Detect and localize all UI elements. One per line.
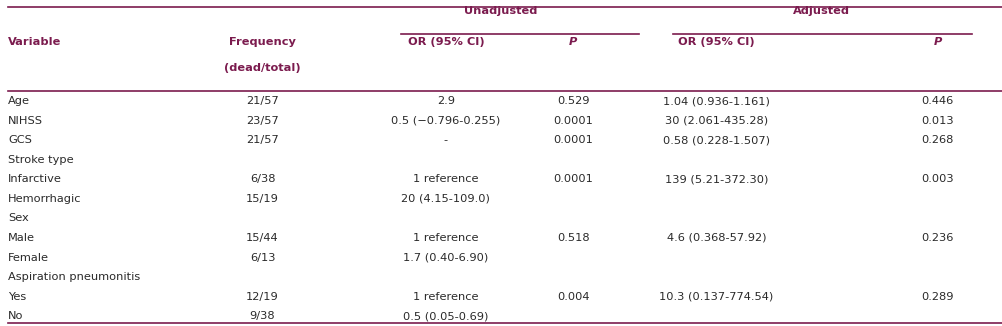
Text: 20 (4.15-109.0): 20 (4.15-109.0) <box>402 194 490 204</box>
Text: GCS: GCS <box>8 135 32 145</box>
Text: 1.7 (0.40-6.90): 1.7 (0.40-6.90) <box>403 253 489 262</box>
Text: 0.529: 0.529 <box>557 96 589 106</box>
Text: 0.518: 0.518 <box>557 233 589 243</box>
Text: Stroke type: Stroke type <box>8 155 73 165</box>
Text: 1 reference: 1 reference <box>413 233 479 243</box>
Text: Variable: Variable <box>8 37 61 47</box>
Text: 30 (2.061-435.28): 30 (2.061-435.28) <box>665 116 768 126</box>
Text: 21/57: 21/57 <box>246 96 279 106</box>
Text: 21/57: 21/57 <box>246 135 279 145</box>
Text: Hemorrhagic: Hemorrhagic <box>8 194 81 204</box>
Text: 1 reference: 1 reference <box>413 174 479 184</box>
Text: 139 (5.21-372.30): 139 (5.21-372.30) <box>664 174 769 184</box>
Text: Infarctive: Infarctive <box>8 174 62 184</box>
Text: 1.04 (0.936-1.161): 1.04 (0.936-1.161) <box>663 96 770 106</box>
Text: (dead/total): (dead/total) <box>224 64 301 73</box>
Text: 0.289: 0.289 <box>922 292 954 302</box>
Text: P: P <box>934 37 942 47</box>
Text: OR (95% CI): OR (95% CI) <box>408 37 484 47</box>
Text: 0.236: 0.236 <box>922 233 954 243</box>
Text: No: No <box>8 311 23 321</box>
Text: Unadjusted: Unadjusted <box>464 7 538 16</box>
Text: 0.0001: 0.0001 <box>553 135 593 145</box>
Text: 2.9: 2.9 <box>437 96 455 106</box>
Text: 0.5 (0.05-0.69): 0.5 (0.05-0.69) <box>403 311 489 321</box>
Text: 6/38: 6/38 <box>249 174 276 184</box>
Text: 0.446: 0.446 <box>922 96 954 106</box>
Text: 15/19: 15/19 <box>246 194 279 204</box>
Text: P: P <box>569 37 577 47</box>
Text: Frequency: Frequency <box>229 37 296 47</box>
Text: 0.013: 0.013 <box>922 116 954 126</box>
Text: Adjusted: Adjusted <box>794 7 850 16</box>
Text: 9/38: 9/38 <box>249 311 276 321</box>
Text: 15/44: 15/44 <box>246 233 279 243</box>
Text: Male: Male <box>8 233 35 243</box>
Text: 10.3 (0.137-774.54): 10.3 (0.137-774.54) <box>659 292 774 302</box>
Text: OR (95% CI): OR (95% CI) <box>678 37 755 47</box>
Text: Yes: Yes <box>8 292 26 302</box>
Text: Sex: Sex <box>8 214 29 223</box>
Text: 0.5 (−0.796-0.255): 0.5 (−0.796-0.255) <box>391 116 501 126</box>
Text: 4.6 (0.368-57.92): 4.6 (0.368-57.92) <box>666 233 767 243</box>
Text: -: - <box>444 135 448 145</box>
Text: NIHSS: NIHSS <box>8 116 43 126</box>
Text: 23/57: 23/57 <box>246 116 279 126</box>
Text: 6/13: 6/13 <box>249 253 276 262</box>
Text: 0.58 (0.228-1.507): 0.58 (0.228-1.507) <box>663 135 770 145</box>
Text: 0.0001: 0.0001 <box>553 116 593 126</box>
Text: 0.0001: 0.0001 <box>553 174 593 184</box>
Text: Age: Age <box>8 96 30 106</box>
Text: 1 reference: 1 reference <box>413 292 479 302</box>
Text: 0.004: 0.004 <box>557 292 589 302</box>
Text: 12/19: 12/19 <box>246 292 279 302</box>
Text: Aspiration pneumonitis: Aspiration pneumonitis <box>8 272 140 282</box>
Text: 0.268: 0.268 <box>922 135 954 145</box>
Text: 0.003: 0.003 <box>922 174 954 184</box>
Text: Female: Female <box>8 253 49 262</box>
